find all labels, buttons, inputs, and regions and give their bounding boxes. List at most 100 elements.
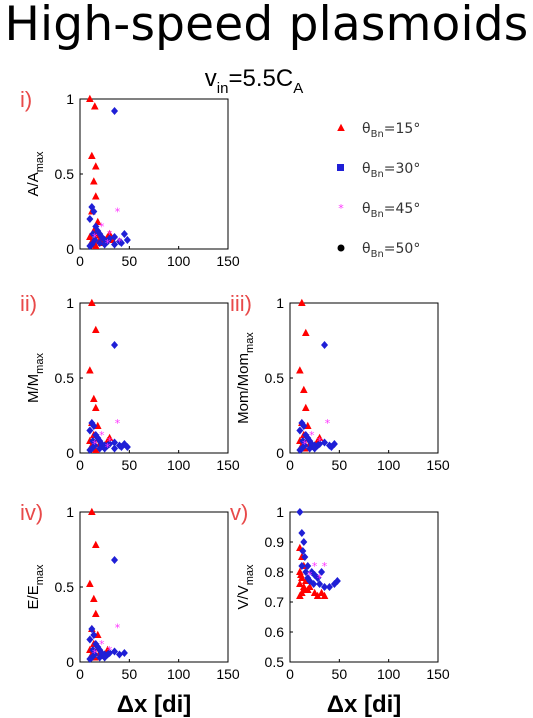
x-tick-label: 0 (76, 253, 84, 269)
series-theta30 (86, 556, 128, 663)
data-point (101, 444, 109, 453)
data-point: * (115, 206, 121, 219)
y-tick-label: 0 (276, 445, 284, 461)
y-tick-label: 0.9 (265, 534, 285, 550)
data-point (115, 650, 123, 659)
data-point (301, 328, 310, 336)
legend-label: θBn=15° (362, 121, 420, 140)
data-point (117, 239, 125, 247)
data-point (301, 403, 310, 411)
data-point (90, 394, 98, 402)
legend-label: θBn=45° (362, 201, 420, 220)
y-tick-label: 0.5 (55, 579, 75, 595)
data-point (333, 577, 341, 585)
y-tick-label: 1 (66, 295, 74, 311)
x-tick-label: 0 (76, 457, 84, 473)
y-tick-label: 0.8 (265, 564, 285, 580)
data-point: * (115, 622, 121, 635)
y-tick-label: 0 (66, 241, 74, 257)
y-axis-label: V/Vmax (235, 564, 256, 609)
data-point (296, 579, 304, 587)
data-point: * (99, 638, 105, 651)
x-tick-label: 150 (216, 666, 240, 682)
data-point (320, 591, 329, 599)
data-point (300, 422, 308, 430)
y-tick-label: 1 (276, 295, 284, 311)
data-point (96, 653, 104, 662)
data-point (111, 341, 119, 349)
data-point (91, 325, 100, 333)
x-tick-label: 100 (167, 253, 191, 269)
data-point (316, 580, 324, 588)
data-point (298, 562, 306, 570)
legend-marker (337, 244, 345, 252)
data-point (327, 443, 335, 451)
panel-v: v) 0 50 100 150 0.5 0.6 0.7 0.8 0.9 1 V/Vmax Δx [di]… (230, 500, 450, 718)
data-point: * (105, 237, 111, 250)
plot-area (79, 302, 229, 454)
data-point: * (92, 231, 98, 244)
x-tick-label: 100 (167, 457, 191, 473)
y-tick-label: 1 (66, 91, 74, 107)
data-point (91, 609, 100, 617)
data-point (90, 594, 98, 602)
plot-area (79, 98, 229, 250)
y-tick-label: 0 (66, 445, 74, 461)
x-tick-label: 50 (122, 457, 138, 473)
data-point (106, 234, 114, 243)
data-point (297, 570, 305, 578)
y-tick-label: 1 (276, 504, 284, 520)
data-point (111, 107, 119, 115)
data-point (296, 366, 304, 374)
data-point (120, 649, 128, 657)
x-tick-label: 100 (167, 666, 191, 682)
data-point: * (107, 435, 113, 448)
x-tick-label: 100 (377, 666, 401, 682)
series-theta45: ** ** * (92, 417, 121, 454)
legend-item: θBn=50° (337, 241, 420, 260)
data-point: * (312, 560, 318, 573)
data-point (88, 298, 96, 306)
data-point (88, 625, 96, 633)
panel-label: iv) (20, 500, 43, 525)
data-point (91, 241, 100, 249)
x-tick-label: 50 (122, 253, 138, 269)
data-point (321, 341, 329, 349)
page-title: High-speed plasmoids (4, 0, 529, 52)
y-tick-label: 0.5 (265, 654, 285, 670)
data-point (90, 207, 98, 216)
data-point (91, 102, 99, 110)
legend-marker: * (338, 202, 344, 215)
data-point (296, 508, 304, 516)
data-point (313, 591, 322, 599)
condition-var: v (205, 65, 217, 92)
series-theta30 (296, 508, 341, 591)
data-point: * (99, 221, 105, 234)
data-point (318, 568, 326, 576)
y-axis-label: A/Amax (25, 151, 46, 196)
data-point (301, 553, 309, 561)
x-tick-label: 50 (122, 666, 138, 682)
data-point (111, 240, 119, 249)
data-point (106, 649, 114, 657)
condition-eq: =5.5C (228, 65, 293, 92)
data-point (120, 230, 128, 238)
data-point (296, 446, 304, 454)
condition-label: vin=5.5CA (205, 65, 303, 97)
data-point (86, 94, 94, 102)
data-point: * (325, 417, 331, 430)
x-tick-label: 50 (332, 457, 348, 473)
data-point (298, 298, 306, 306)
condition-var-sub: in (217, 80, 229, 97)
series-theta30 (296, 341, 338, 454)
data-point: * (92, 647, 98, 660)
y-tick-label: 0.5 (55, 166, 75, 182)
series-theta45: **** (302, 417, 331, 451)
data-point: * (117, 236, 123, 249)
data-point (321, 583, 329, 591)
data-point: * (317, 572, 323, 585)
y-tick-label: 0.7 (265, 594, 285, 610)
y-axis-label: M/Mmax (25, 353, 46, 403)
